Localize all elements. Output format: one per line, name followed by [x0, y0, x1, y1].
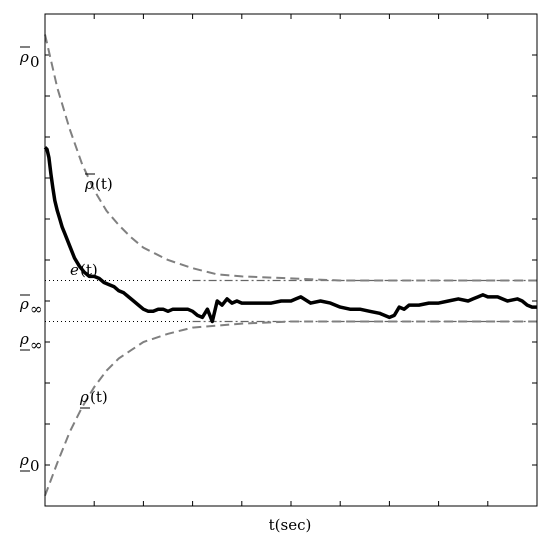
annotation-e-t: e (t)	[70, 261, 98, 279]
y-tick-label-rho-under-0: ρ 0	[19, 451, 40, 475]
tick-marks	[45, 14, 537, 506]
y-tick-label-sub: 0	[30, 457, 40, 475]
annotation-arg: (t)	[95, 175, 113, 193]
series-line-rho-under	[44, 320, 537, 497]
y-tick-label-base: ρ	[19, 330, 29, 348]
y-tick-label-sub: ∞	[30, 300, 43, 318]
y-tick-label-sub: ∞	[30, 336, 43, 354]
y-tick-label-base: ρ	[19, 295, 29, 313]
annotation-arg: (t)	[80, 261, 98, 279]
y-tick-label-base: ρ	[19, 48, 29, 66]
annotation-rho-bar-t: ρ (t)	[84, 173, 113, 193]
x-axis-label: t(sec)	[269, 516, 312, 534]
series-lines	[43, 34, 537, 497]
annotation-rho-under-t: ρ (t)	[79, 388, 108, 409]
y-tick-label-base: ρ	[19, 451, 29, 469]
y-tick-label-sub: 0	[30, 53, 40, 71]
annotation-base: ρ	[79, 388, 89, 406]
series-line-e	[43, 146, 537, 324]
y-tick-label-rho-under-inf: ρ ∞	[19, 330, 43, 354]
plot-frame	[44, 13, 538, 507]
y-tick-label-rho-bar-0: ρ 0	[19, 46, 40, 71]
annotation-base: ρ	[84, 175, 94, 193]
annotation-arg: (t)	[90, 388, 108, 406]
annotation-base: e	[70, 261, 79, 279]
series-line-rho-bar	[44, 34, 537, 282]
y-tick-label-rho-bar-inf: ρ ∞	[19, 294, 43, 318]
